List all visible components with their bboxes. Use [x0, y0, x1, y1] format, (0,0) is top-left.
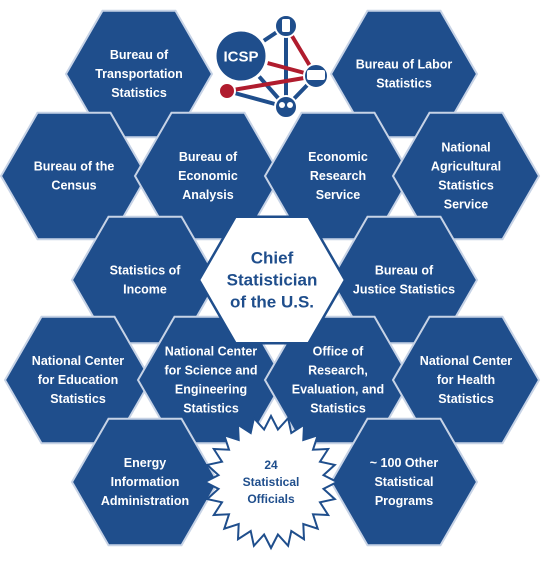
statistical-officials-label: Officials [247, 492, 295, 506]
agency-label: National Center [32, 354, 125, 368]
agency-hexagon-other: ~ 100 Other Statistical Programs [329, 417, 479, 547]
agency-label: Economic [178, 169, 238, 183]
agency-label: Energy [124, 456, 166, 470]
logo-node-people-icon [274, 95, 298, 119]
agency-label: Office of [313, 345, 365, 359]
agency-label: Analysis [182, 188, 233, 202]
agency-label: Research [310, 169, 366, 183]
agency-label: Information [111, 475, 180, 489]
train-icon [307, 70, 325, 80]
agency-label: National Center [165, 345, 258, 359]
agency-label: Statistics of [110, 264, 182, 278]
logo-node [218, 82, 236, 100]
center-hexagon-shape [197, 215, 347, 345]
agency-label: for Science and [164, 364, 257, 378]
starburst-shape [202, 413, 340, 551]
icsp-logo-text: ICSP [223, 49, 258, 66]
agency-label: Bureau of [110, 48, 169, 62]
chief-statistician-label: of the U.S. [230, 293, 314, 312]
agency-label: Administration [101, 494, 189, 508]
phone-icon [282, 19, 290, 32]
agency-label: National [441, 141, 490, 155]
chief-statistician-hexagon: Chief Statistician of the U.S. [197, 215, 347, 345]
icsp-logo: ICSP [213, 14, 329, 119]
agency-label: Statistics [438, 392, 494, 406]
agency-label: Statistics [376, 77, 432, 91]
agency-hexagon-census: Bureau of the Census [0, 111, 149, 241]
chief-statistician-label: Chief [251, 249, 294, 268]
agency-hexagon-bls: Bureau of Labor Statistics [329, 9, 479, 139]
hexagon-shape [70, 417, 220, 547]
agency-label: Evaluation, and [292, 383, 384, 397]
agency-label: for Health [437, 373, 495, 387]
agency-hexagon-soi: Statistics of Income [70, 215, 220, 345]
agency-label: Service [316, 188, 361, 202]
agency-label: Economic [308, 150, 368, 164]
agency-label: Census [51, 179, 96, 193]
statistical-officials-star: 24 Statistical Officials [202, 413, 340, 551]
agency-label: Statistics [183, 402, 239, 416]
agency-label: Bureau of the [34, 160, 115, 174]
people-icon [279, 102, 285, 108]
agency-label: Agricultural [431, 160, 501, 174]
agency-label: Transportation [95, 67, 183, 81]
agency-label: Bureau of Labor [356, 58, 453, 72]
agency-hexagon-ncses: National Center for Science and Engineerin… [136, 315, 286, 445]
statistical-officials-label: Statistical [243, 475, 300, 489]
chief-statistician-label: Statistician [227, 271, 318, 290]
agency-hexagon-ers: Economic Research Service [263, 111, 413, 241]
agency-hexagon-eia: Energy Information Administration [70, 417, 220, 547]
agency-label: Statistics [438, 179, 494, 193]
hexagon-shape [391, 315, 541, 445]
agency-label: Statistics [310, 402, 366, 416]
agency-label: Statistical [374, 475, 433, 489]
hexagon-grid: Bureau ofTransportationStatisticsBureau … [0, 9, 541, 547]
statistical-officials-label: 24 [264, 458, 278, 472]
agency-label: Income [123, 283, 167, 297]
agency-hexagon-bea: Bureau of Economic Analysis [133, 111, 283, 241]
people-icon [287, 102, 293, 108]
agency-label: Bureau of [179, 150, 238, 164]
agency-hexagon-nass: National Agricultural Statistics Service [391, 111, 541, 241]
agency-label: Bureau of [375, 264, 434, 278]
agency-label: for Education [38, 373, 119, 387]
agency-label: Statistics [111, 86, 167, 100]
agency-label: Service [444, 198, 489, 212]
agency-label: Engineering [175, 383, 247, 397]
agency-label: Statistics [50, 392, 106, 406]
agency-label: Justice Statistics [353, 283, 455, 297]
agency-label: National Center [420, 354, 513, 368]
agency-label: Research, [308, 364, 368, 378]
agency-hexagon-opre: Office of Research, Evaluation, and Statist… [263, 315, 413, 445]
logo-main-circle [213, 28, 269, 84]
logo-connector [225, 74, 318, 93]
agency-label: ~ 100 Other [370, 456, 439, 470]
agency-hexagon-nces: National Center for Education Statistics [3, 315, 153, 445]
agency-hexagon-bts: Bureau of Transportation Statistics [64, 9, 214, 139]
hexagon-shape [391, 111, 541, 241]
agency-hexagon-nchs: National Center for Health Statistics [391, 315, 541, 445]
agency-label: Programs [375, 494, 433, 508]
